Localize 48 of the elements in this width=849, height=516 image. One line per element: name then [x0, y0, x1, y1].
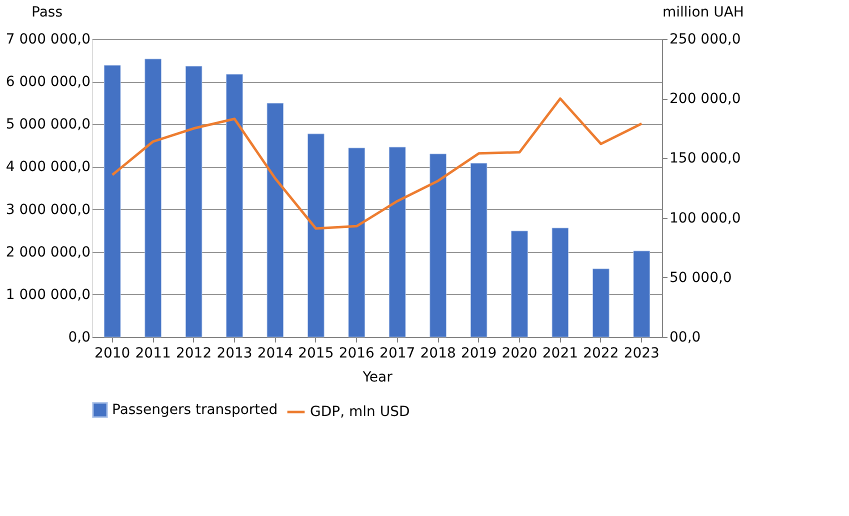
bar: [348, 148, 366, 338]
bar: [266, 103, 284, 338]
x-tick-label: 2017: [380, 346, 416, 362]
bar: [633, 250, 650, 338]
legend-label: GDP, mln USD: [310, 404, 410, 420]
x-tick-label: 2014: [257, 346, 294, 362]
bar: [226, 74, 243, 338]
x-tick-label: 2023: [624, 346, 660, 362]
y2-tick-label: 200 000,0: [670, 91, 741, 108]
bar: [430, 154, 446, 338]
y-tick-label: 5 000 000,0: [6, 116, 90, 133]
x-tick-label: 2011: [135, 346, 171, 362]
y-axis-title: Pass: [32, 4, 62, 20]
y2-axis-title: million UAH: [662, 4, 744, 20]
bar: [185, 66, 202, 338]
bar: [144, 58, 162, 338]
y-tick-label: 4 000 000,0: [6, 159, 90, 176]
bar: [552, 228, 569, 338]
x-tick-label: 2016: [338, 346, 375, 362]
x-tick-label: 2010: [94, 346, 130, 362]
y2-tick-label: 250 000,0: [670, 32, 741, 48]
bar: [308, 134, 324, 338]
y-tick-label: 1 000 000,0: [6, 286, 90, 303]
y-tick-label: 6 000 000,0: [6, 74, 90, 90]
y2-tick-label: 150 000,0: [670, 150, 741, 167]
x-tick-label: 2018: [420, 346, 456, 362]
x-tick-label: 2019: [460, 346, 497, 362]
line-series: [111, 97, 643, 230]
x-tick-label: 2021: [542, 346, 578, 362]
y2-tick-label: 100 000,0: [670, 210, 741, 226]
y-tick-label: 3 000 000,0: [6, 202, 90, 218]
y-tick-label: 0,0: [68, 330, 90, 346]
legend-label: Passengers transported: [112, 402, 278, 418]
x-tick-label: 2015: [298, 346, 334, 362]
bar: [470, 163, 488, 338]
y-tick-label: 7 000 000,0: [6, 32, 90, 48]
x-axis-title: Year: [362, 370, 393, 386]
y2-tick-label: 50 000,0: [670, 270, 732, 286]
x-tick-label: 2013: [216, 346, 252, 362]
y-tick-label: 2 000 000,0: [6, 244, 90, 260]
bar: [511, 230, 528, 338]
x-tick-label: 2012: [176, 346, 212, 362]
y2-tick-label: 00,0: [670, 330, 701, 346]
bar: [104, 65, 121, 338]
bar: [388, 146, 406, 338]
x-tick-label: 2022: [583, 346, 619, 362]
bar: [592, 268, 610, 338]
x-tick-label: 2020: [502, 346, 538, 362]
